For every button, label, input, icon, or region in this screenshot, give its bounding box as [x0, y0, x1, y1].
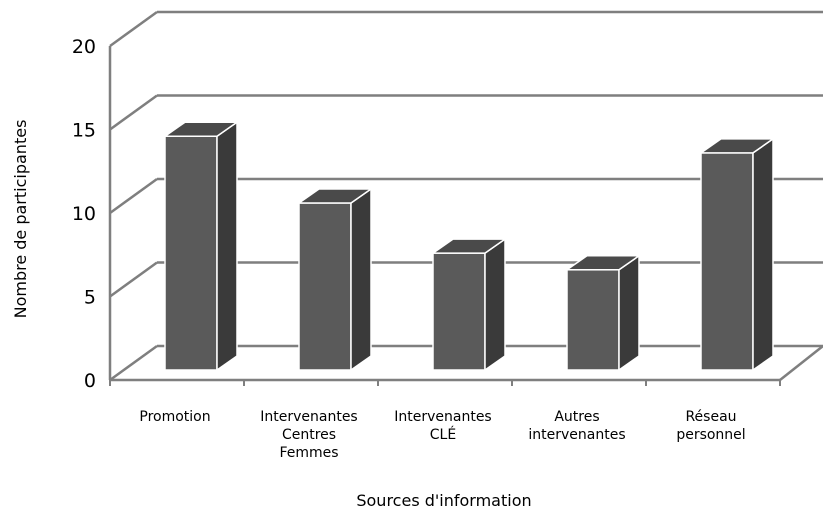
bars [162, 120, 776, 372]
y-tick-label: 20 [72, 36, 96, 58]
bar [564, 254, 642, 372]
y-tick-label: 10 [72, 203, 96, 225]
y-tick-labels: 0 5 10 15 20 [72, 36, 96, 392]
gridline-20 [109, 10, 823, 48]
x-category-label: Intervenantes CLÉ [394, 409, 491, 443]
bar [430, 237, 508, 372]
bar [296, 187, 374, 372]
axes [108, 46, 823, 386]
gridline-15 [109, 94, 823, 131]
x-category-label: Autres intervenantes [528, 409, 625, 443]
x-category-label: Promotion [139, 409, 210, 425]
y-axis-title: Nombre de participantes [11, 120, 30, 319]
floor-right-edge [779, 345, 823, 381]
bar [698, 137, 776, 372]
y-tick-label: 0 [84, 370, 96, 392]
y-tick-label: 15 [72, 120, 96, 142]
x-category-label: Réseau personnel [676, 409, 745, 443]
x-category-labels: Promotion Intervenantes Centres Femmes Inter… [139, 409, 745, 461]
x-axis-title: Sources d'information [356, 491, 531, 510]
y-tick-label: 5 [84, 287, 96, 309]
x-category-label: Intervenantes Centres Femmes [260, 409, 357, 461]
bar [162, 120, 240, 372]
